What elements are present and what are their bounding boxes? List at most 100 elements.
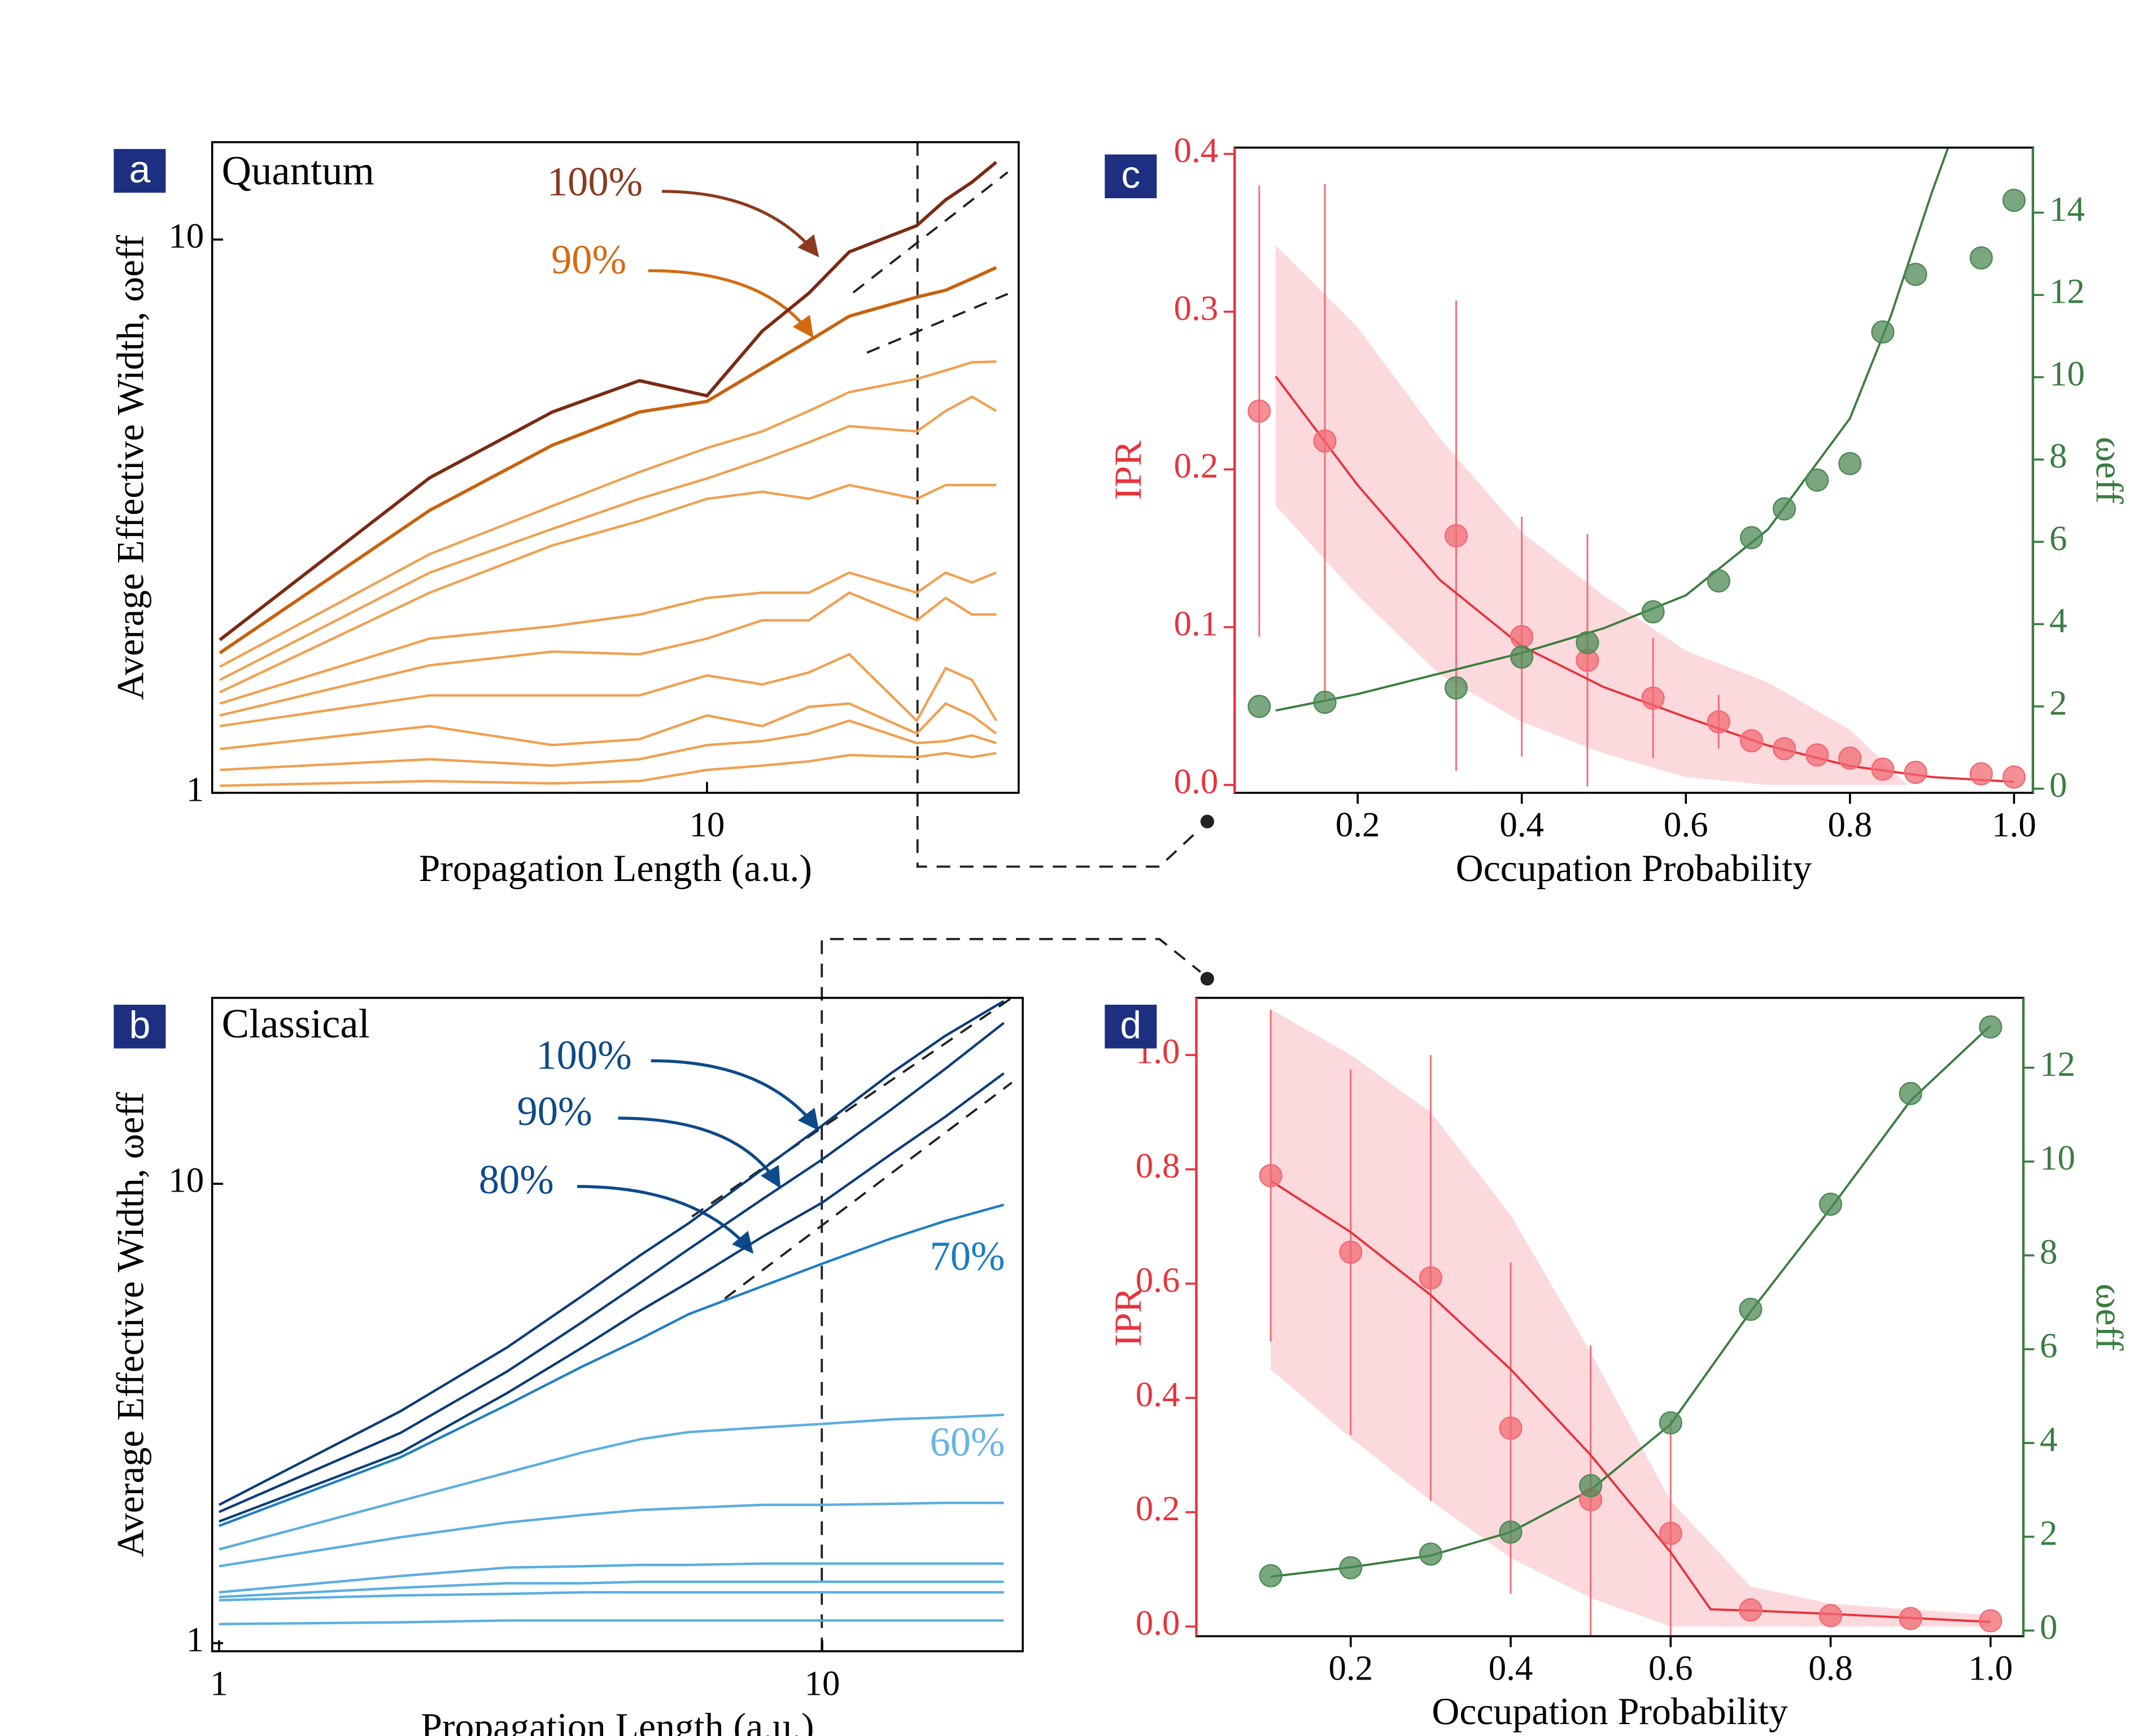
series-line — [219, 1562, 1004, 1594]
point — [2002, 765, 2026, 789]
annotation: Classical — [222, 1001, 370, 1046]
y2-tick-label: 6 — [2049, 518, 2067, 558]
series-line — [220, 719, 997, 771]
fit-dash — [852, 171, 1009, 294]
point — [1818, 1604, 1843, 1628]
annotation: 90% — [517, 1088, 592, 1134]
plot-area — [218, 1000, 1005, 1626]
series-line — [218, 1000, 1005, 1506]
point — [1871, 757, 1895, 781]
series-line — [219, 591, 997, 717]
y2-tick-label: 8 — [2049, 436, 2067, 476]
point — [1641, 686, 1665, 710]
y-tick-label: 0.8 — [1136, 1146, 1180, 1185]
x-tick-label: 0.4 — [1489, 1648, 1533, 1688]
panel-label: b — [129, 1004, 151, 1046]
point — [1739, 1598, 1763, 1622]
x-tick-label: 0.4 — [1499, 805, 1544, 844]
y-tick-label: 1 — [186, 769, 204, 809]
panel-badge — [1105, 154, 1157, 198]
point — [1510, 645, 1534, 669]
point — [1739, 729, 1764, 753]
y2-tick-label: 4 — [2040, 1420, 2057, 1459]
point — [1419, 1266, 1442, 1290]
connector-b — [821, 937, 1201, 1651]
layout — [691, 142, 1202, 1651]
series-line — [219, 652, 997, 727]
point — [1579, 1474, 1603, 1498]
annotation: 100% — [547, 159, 643, 204]
x-tick-label: 0.6 — [1664, 805, 1708, 844]
point — [1707, 710, 1730, 734]
series-line — [219, 1580, 1004, 1599]
point — [1641, 600, 1665, 623]
x-tick-label: 0.8 — [1808, 1648, 1853, 1688]
series-line — [219, 1591, 1004, 1602]
point — [1773, 497, 1796, 521]
plot-area — [1258, 147, 2014, 787]
y-tick-label: 0.4 — [1174, 130, 1219, 170]
y2-tick-label: 2 — [2049, 683, 2067, 722]
point — [1510, 625, 1534, 648]
y-axis-label: IPR — [1107, 1287, 1149, 1347]
series-line — [219, 1072, 1005, 1523]
y2-tick-label: 8 — [2040, 1232, 2057, 1271]
point — [1904, 263, 1927, 286]
point — [1499, 1520, 1523, 1544]
fit-dash — [866, 293, 1009, 354]
point — [1904, 760, 1927, 784]
point — [1259, 1564, 1283, 1587]
x-tick-label: 1 — [210, 1663, 228, 1703]
annotation: 80% — [479, 1157, 554, 1202]
y-tick-label: 0.2 — [1136, 1489, 1180, 1528]
x-axis-label: Propagation Length (a.u.) — [419, 847, 812, 889]
point — [1969, 246, 1993, 270]
arrow — [648, 269, 814, 338]
arrow — [651, 1059, 819, 1131]
annotation: 70% — [930, 1233, 1005, 1279]
frame — [211, 997, 1024, 1652]
annotation: 90% — [551, 237, 626, 282]
point — [1313, 429, 1337, 453]
point — [1838, 746, 1862, 770]
point — [1499, 1416, 1523, 1440]
series-line — [220, 702, 997, 751]
y2-axis-label: ωeff — [2088, 437, 2131, 504]
frame — [211, 141, 1020, 794]
point — [1979, 1609, 2003, 1633]
fit-dash — [691, 997, 1013, 1218]
fit-dash — [724, 1081, 1013, 1299]
point — [1313, 691, 1337, 714]
panel-label: c — [1121, 154, 1140, 197]
arrow — [662, 190, 819, 258]
x-tick-label: 1.0 — [1992, 805, 2036, 844]
point — [1444, 524, 1468, 548]
band — [1271, 1009, 1991, 1627]
series-line — [219, 266, 997, 655]
x-tick-label: 0.8 — [1827, 805, 1872, 844]
series-line — [219, 1501, 1004, 1568]
y2-tick-label: 14 — [2049, 189, 2085, 229]
point — [1899, 1607, 1922, 1630]
y-tick-label: 10 — [168, 1161, 204, 1200]
y-tick-label: 1 — [186, 1620, 204, 1659]
annotation: 60% — [930, 1419, 1005, 1465]
y2-tick-label: 10 — [2040, 1138, 2075, 1177]
point — [1871, 320, 1895, 344]
series-line — [219, 160, 997, 642]
series-line — [219, 360, 997, 668]
point — [2002, 189, 2026, 212]
series-line — [219, 1414, 1004, 1551]
point — [1659, 1411, 1682, 1434]
y-tick-label: 0.0 — [1174, 761, 1219, 801]
y-tick-label: 0.0 — [1136, 1603, 1180, 1643]
point — [1805, 468, 1829, 492]
y-axis-label: Average Effective Width, ωeff — [109, 1092, 151, 1557]
point — [1899, 1081, 1922, 1105]
point — [1247, 695, 1271, 718]
point — [1444, 676, 1468, 700]
y2-tick-label: 10 — [2049, 354, 2085, 393]
y2-tick-label: 0 — [2049, 765, 2067, 805]
band — [1275, 245, 1908, 785]
x-tick-label: 0.6 — [1648, 1648, 1693, 1688]
